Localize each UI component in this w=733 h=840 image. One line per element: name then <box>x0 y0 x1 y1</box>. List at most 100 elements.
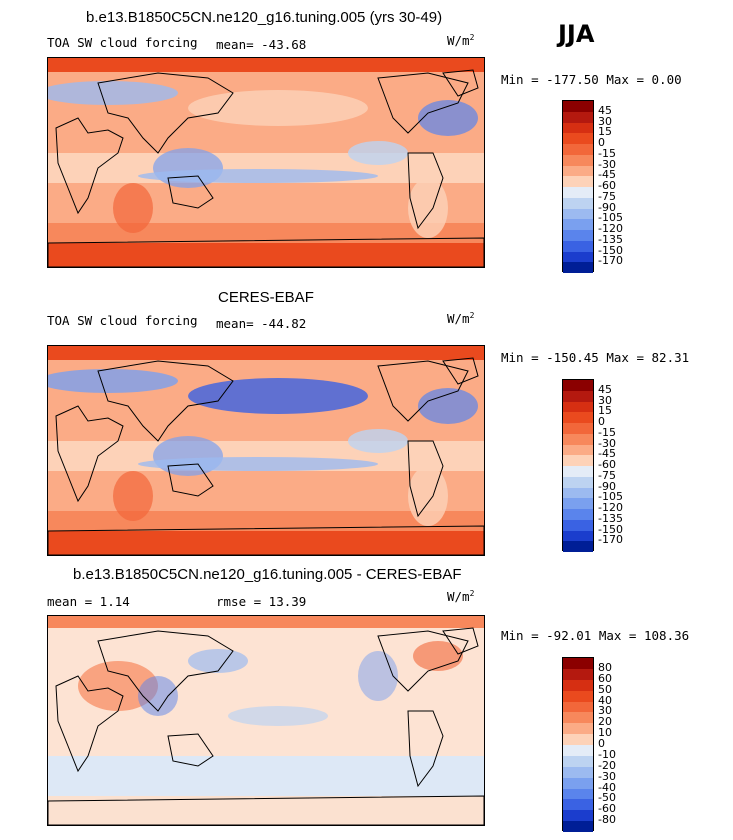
colorbar-tick-label: -170 <box>598 254 623 268</box>
colorbar-tick-label: 80 <box>598 660 612 674</box>
colorbar-tick-label: 15 <box>598 404 612 418</box>
colorbar-tick-label: 30 <box>598 393 612 407</box>
colorbar-swatch <box>563 690 593 702</box>
colorbar-swatch <box>563 262 593 273</box>
panel1-units: W/m2 <box>447 33 475 49</box>
colorbar-swatch <box>563 734 593 745</box>
colorbar-tick-label: -15 <box>598 146 616 160</box>
colorbar-swatch <box>563 487 593 499</box>
colorbar-swatch <box>563 111 593 123</box>
panel3-minmax: Min = -92.01 Max = 108.36 <box>501 628 690 643</box>
panel3-title: b.e13.B1850C5CN.ne120_g16.tuning.005 - C… <box>73 566 462 583</box>
colorbar-tick-label: -40 <box>598 780 616 794</box>
colorbar-swatch <box>563 766 593 778</box>
colorbar-tick-label: -150 <box>598 243 623 257</box>
colorbar-tick-label: -30 <box>598 157 616 171</box>
colorbar-tick-label: -60 <box>598 179 616 192</box>
colorbar-swatch <box>563 401 593 413</box>
colorbar-tick-label: 30 <box>598 114 612 128</box>
colorbar-swatch <box>563 788 593 800</box>
panel3-colorbar <box>562 657 594 832</box>
colorbar-swatch <box>563 679 593 691</box>
colorbar-swatch <box>563 668 593 680</box>
colorbar-tick-label: 50 <box>598 682 612 696</box>
colorbar-swatch <box>563 799 593 811</box>
colorbar-swatch <box>563 745 593 756</box>
colorbar-swatch <box>563 144 593 155</box>
colorbar-swatch <box>563 712 593 724</box>
colorbar-swatch <box>563 176 593 187</box>
colorbar-swatch <box>563 230 593 241</box>
map-field <box>48 346 484 555</box>
colorbar-tick-label: 0 <box>598 415 605 428</box>
colorbar-swatch <box>563 466 593 477</box>
colorbar-tick-label: 20 <box>598 715 612 729</box>
panel3-mean: mean = 1.14 <box>47 594 130 609</box>
colorbar-swatch <box>563 777 593 789</box>
panel2-variable-label: TOA SW cloud forcing <box>47 313 198 328</box>
colorbar-tick-label: -30 <box>598 436 616 450</box>
colorbar-tick-label: 40 <box>598 693 612 707</box>
colorbar-tick-label: -20 <box>598 758 616 772</box>
colorbar-tick-label: -60 <box>598 802 616 816</box>
colorbar-swatch <box>563 509 593 520</box>
colorbar-tick-label: 0 <box>598 136 605 149</box>
colorbar-swatch <box>563 122 593 134</box>
colorbar-swatch <box>563 165 593 177</box>
colorbar-tick-label: -75 <box>598 189 616 203</box>
colorbar-tick-label: -135 <box>598 232 623 246</box>
colorbar-swatch <box>563 133 593 144</box>
panel3-map <box>47 615 485 826</box>
colorbar-tick-label: -45 <box>598 168 616 182</box>
colorbar-tick-label: -105 <box>598 490 623 504</box>
map-field <box>48 616 484 825</box>
colorbar-tick-label: 45 <box>598 382 612 396</box>
colorbar-swatch <box>563 433 593 445</box>
panel1-map <box>47 57 485 268</box>
colorbar-swatch <box>563 455 593 466</box>
colorbar-tick-label: -120 <box>598 501 623 514</box>
season-label: JJA <box>558 20 595 48</box>
colorbar-tick-label: -80 <box>598 813 616 827</box>
colorbar-tick-label: -170 <box>598 533 623 547</box>
colorbar-swatch <box>563 101 593 112</box>
panel2-units: W/m2 <box>447 311 475 327</box>
colorbar-tick-label: 0 <box>598 737 605 750</box>
colorbar-tick-label: -75 <box>598 468 616 482</box>
map-field <box>48 58 484 267</box>
colorbar-tick-label: 60 <box>598 671 612 685</box>
colorbar-swatch <box>563 154 593 166</box>
colorbar-swatch <box>563 251 593 263</box>
colorbar-tick-label: 10 <box>598 726 612 740</box>
colorbar-swatch <box>563 390 593 402</box>
colorbar-tick-label: -15 <box>598 425 616 439</box>
colorbar-swatch <box>563 208 593 220</box>
panel1-variable-label: TOA SW cloud forcing <box>47 35 198 50</box>
colorbar-swatch <box>563 380 593 391</box>
panel2-title: CERES-EBAF <box>218 289 314 306</box>
colorbar-swatch <box>563 444 593 456</box>
colorbar-tick-label: 30 <box>598 704 612 718</box>
colorbar-swatch <box>563 187 593 198</box>
colorbar-tick-label: -45 <box>598 447 616 461</box>
colorbar-tick-label: -135 <box>598 511 623 525</box>
colorbar-tick-label: -120 <box>598 222 623 235</box>
colorbar-swatch <box>563 476 593 488</box>
colorbar-tick-label: -30 <box>598 769 616 783</box>
colorbar-tick-label: -50 <box>598 791 616 805</box>
colorbar-tick-label: -150 <box>598 522 623 536</box>
colorbar-swatch <box>563 498 593 509</box>
panel2-minmax: Min = -150.45 Max = 82.31 <box>501 350 690 365</box>
colorbar-tick-label: -90 <box>598 200 616 214</box>
colorbar-swatch <box>563 530 593 542</box>
panel1-mean: mean= -43.68 <box>216 37 307 52</box>
colorbar-swatch <box>563 810 593 822</box>
colorbar-swatch <box>563 519 593 531</box>
panel3-units: W/m2 <box>447 589 475 605</box>
panel1-minmax: Min = -177.50 Max = 0.00 <box>501 72 682 87</box>
colorbar-swatch <box>563 701 593 713</box>
panel1-colorbar <box>562 100 594 273</box>
colorbar-tick-label: -10 <box>598 747 616 761</box>
panel1-title: b.e13.B1850C5CN.ne120_g16.tuning.005 (yr… <box>86 9 443 26</box>
colorbar-tick-label: 45 <box>598 103 612 117</box>
